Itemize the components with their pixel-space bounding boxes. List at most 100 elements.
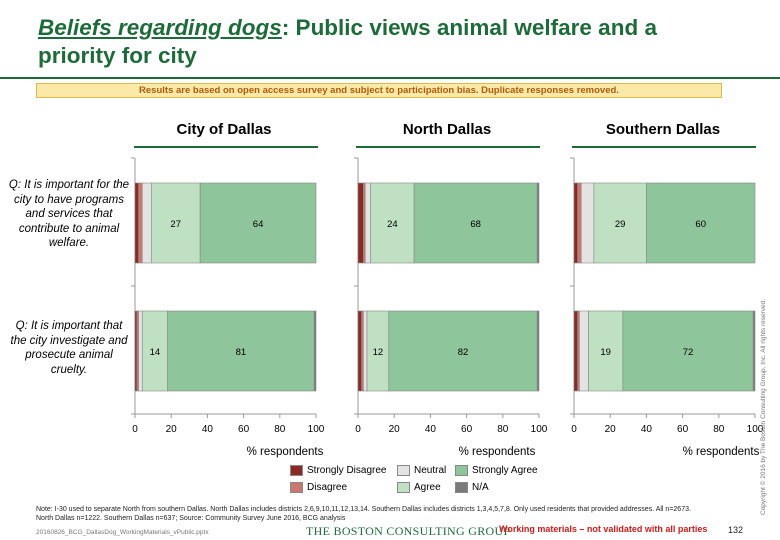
bar-segment-n-a <box>536 182 540 264</box>
x-axis-label-north: % respondents <box>458 446 536 458</box>
legend-label: Strongly Disagree <box>307 465 387 477</box>
legend-item-agree: Agree <box>397 482 441 495</box>
bar-segment-disagree <box>577 182 582 264</box>
data-label: 60 <box>695 219 706 230</box>
panel-0: 0 20 40 60 80 100 27 64 14 81 <box>131 157 325 435</box>
working-materials-warning: Working materials – not validated with a… <box>499 524 708 534</box>
x-axis-label-city: % respondents <box>246 446 324 458</box>
panel-rule-north <box>356 146 540 148</box>
legend-item-disagree: Disagree <box>290 482 347 495</box>
disclaimer-banner: Results are based on open access survey … <box>36 83 722 98</box>
x-tick-label: 0 <box>355 424 361 435</box>
data-label: 29 <box>615 219 626 230</box>
data-label: 12 <box>373 347 384 358</box>
panel-1: 0 20 40 60 80 100 24 68 12 82 <box>354 157 548 435</box>
data-label: 14 <box>150 347 161 358</box>
bar-segment-neutral <box>138 310 143 392</box>
x-tick-label: 100 <box>308 424 325 435</box>
footer-filename: 20160826_BCG_DallasDog_WorkingMaterials_… <box>36 529 209 536</box>
question-animal-cruelty: Q: It is important that the city investi… <box>10 320 128 376</box>
x-tick-label: 60 <box>677 424 689 435</box>
title-divider <box>0 77 780 79</box>
x-tick-label: 80 <box>274 424 286 435</box>
page-title: Beliefs regarding dogs: Public views ani… <box>38 14 738 70</box>
title-rest: : Public views animal welfare and a prio… <box>38 15 657 68</box>
legend-swatch <box>290 465 303 476</box>
x-tick-label: 60 <box>238 424 250 435</box>
x-tick-label: 40 <box>425 424 437 435</box>
legend-swatch <box>397 482 410 493</box>
footnote: Note: I-30 used to separate North from s… <box>36 506 691 522</box>
legend-swatch <box>397 465 410 476</box>
bar-segment-strongly-disagree <box>357 182 364 264</box>
panel-title-southern: Southern Dallas <box>605 121 721 138</box>
bar-segment-agree <box>370 182 415 264</box>
legend-label: N/A <box>472 482 489 494</box>
title-highlight: Beliefs regarding dogs <box>38 15 282 40</box>
x-tick-label: 100 <box>747 424 764 435</box>
panel-rule-city <box>134 146 318 148</box>
bar-segment-neutral <box>141 182 152 264</box>
bar-segment-strongly-disagree <box>573 310 578 392</box>
data-label: 81 <box>236 347 247 358</box>
panel-rule-southern <box>572 146 756 148</box>
bar-segment-strongly-agree <box>167 310 315 392</box>
bar-segment-agree <box>593 182 647 264</box>
legend-label: Disagree <box>307 482 348 494</box>
legend-item-strongly-agree: Strongly Agree <box>455 465 538 478</box>
legend-label: Strongly Agree <box>472 465 538 477</box>
legend-swatch <box>455 465 468 476</box>
panel-2: 0 20 40 60 80 100 29 60 19 72 <box>570 157 764 435</box>
x-tick-label: 80 <box>713 424 725 435</box>
bar-segment-disagree <box>138 182 143 264</box>
data-label: 64 <box>253 219 264 230</box>
bar-segment-agree <box>588 310 624 392</box>
x-tick-label: 40 <box>641 424 653 435</box>
bar-segment-neutral <box>364 182 371 264</box>
data-label: 24 <box>387 219 398 230</box>
x-tick-label: 20 <box>605 424 617 435</box>
legend-label: Agree <box>414 482 441 494</box>
bar-segment-neutral <box>363 310 368 392</box>
x-tick-label: 20 <box>389 424 401 435</box>
bar-segment-strongly-agree <box>199 182 317 264</box>
x-tick-label: 20 <box>166 424 178 435</box>
panel-title-city: City of Dallas <box>176 121 272 138</box>
x-tick-label: 60 <box>461 424 473 435</box>
legend-item-neutral: Neutral <box>397 465 446 478</box>
x-tick-label: 40 <box>202 424 214 435</box>
bar-segment-neutral <box>580 182 595 264</box>
bar-segment-n-a <box>752 310 756 392</box>
bar-segment-strongly-disagree <box>357 310 362 392</box>
bar-segment-strongly-agree <box>622 310 754 392</box>
bar-segment-strongly-disagree <box>573 182 578 264</box>
legend-swatch <box>455 482 468 493</box>
x-tick-label: 100 <box>531 424 548 435</box>
bar-segment-strongly-agree <box>413 182 538 264</box>
data-label: 68 <box>470 219 481 230</box>
bcg-logo: THE BOSTON CONSULTING GROUP <box>306 524 511 538</box>
x-tick-label: 0 <box>571 424 577 435</box>
legend-swatch <box>290 482 303 493</box>
bar-segment-n-a <box>536 310 540 392</box>
data-label: 27 <box>170 219 181 230</box>
data-label: 19 <box>600 347 611 358</box>
bar-segment-agree <box>150 182 201 264</box>
page-number: 132 <box>728 525 744 535</box>
panel-title-north: North Dallas <box>402 121 492 138</box>
copyright-notice: Copyright © 2016 by The Boston Consultin… <box>760 298 767 515</box>
bar-segment-strongly-disagree <box>134 182 139 264</box>
bar-segment-neutral <box>579 310 589 392</box>
data-label: 72 <box>683 347 694 358</box>
x-tick-label: 0 <box>132 424 138 435</box>
data-label: 82 <box>458 347 469 358</box>
legend-item-na: N/A <box>455 482 489 495</box>
x-axis-label-southern: % respondents <box>682 446 760 458</box>
x-tick-label: 80 <box>497 424 509 435</box>
bar-segment-n-a <box>313 310 317 392</box>
question-animal-welfare: Q: It is important for the city to have … <box>8 179 130 249</box>
legend-item-strongly-disagree: Strongly Disagree <box>290 465 386 478</box>
bar-segment-strongly-agree <box>646 182 756 264</box>
legend-label: Neutral <box>414 465 447 477</box>
